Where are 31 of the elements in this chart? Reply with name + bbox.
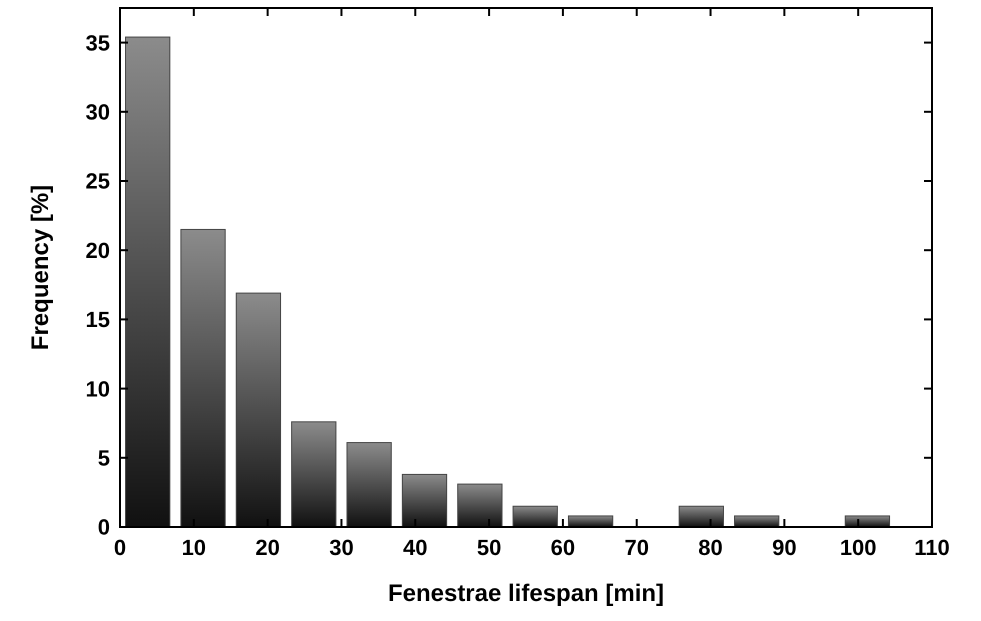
y-tick-label: 10	[86, 376, 110, 402]
y-axis-title: Frequency [%]	[27, 184, 54, 350]
bar	[180, 228, 226, 528]
bar	[402, 474, 448, 528]
x-tick-label: 20	[255, 535, 280, 560]
bar	[678, 506, 724, 528]
x-tick-label: 100	[840, 535, 877, 560]
x-tick-label: 110	[914, 535, 950, 560]
x-tick-label: 80	[698, 535, 723, 560]
y-tick-label: 25	[86, 168, 110, 194]
bar	[512, 506, 558, 528]
x-tick-label: 0	[114, 535, 126, 560]
bar	[291, 421, 336, 528]
y-tick-label: 20	[86, 238, 110, 263]
bar	[457, 484, 503, 528]
y-tick-label: 5	[98, 446, 110, 470]
y-tick-label: 0	[98, 514, 110, 540]
x-tick-label: 70	[624, 535, 649, 560]
x-axis-title: Fenestrae lifespan [min]	[388, 580, 664, 607]
bar	[125, 36, 170, 528]
y-tick-label: 30	[86, 100, 110, 124]
x-tick-label: 10	[182, 535, 206, 560]
x-tick-label: 40	[403, 535, 428, 560]
x-tick-label: 50	[476, 535, 502, 560]
x-tick-label: 30	[329, 535, 354, 560]
bar	[236, 292, 282, 528]
bar	[346, 442, 392, 528]
x-tick-label: 60	[550, 535, 576, 560]
y-tick-label: 15	[86, 307, 110, 332]
x-tick-label: 90	[772, 535, 797, 560]
y-tick-label: 35	[86, 30, 110, 56]
